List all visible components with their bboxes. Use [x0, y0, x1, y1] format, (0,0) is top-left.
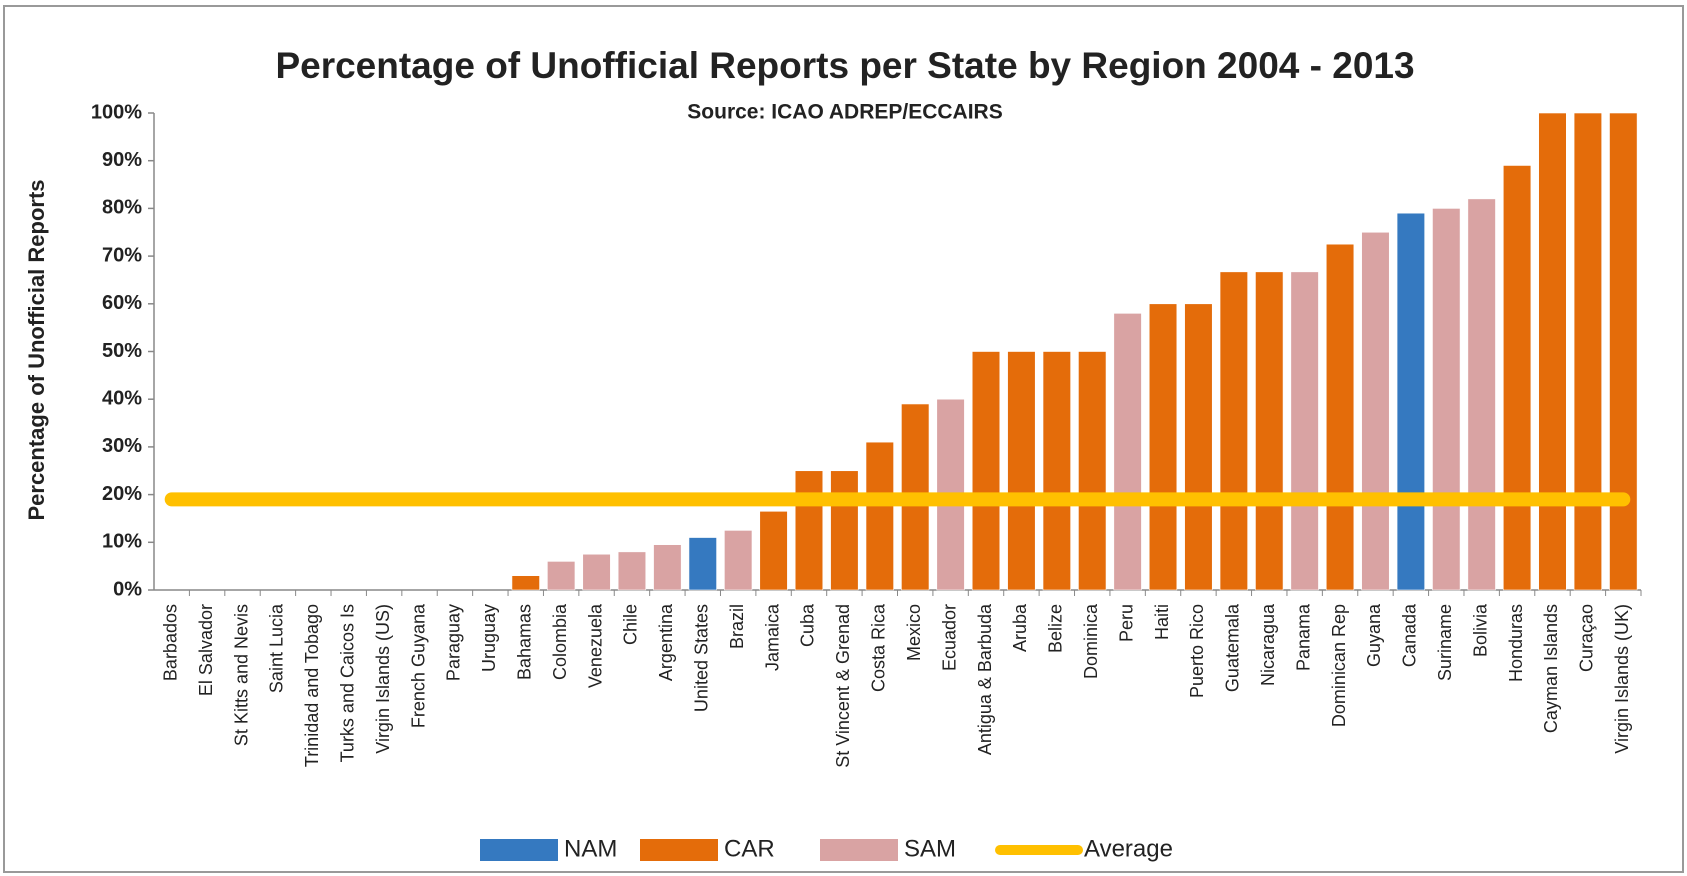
bar [653, 544, 682, 591]
bar [688, 537, 717, 591]
x-tick-label: Saint Lucia [267, 603, 287, 693]
x-tick-label: Guatemala [1223, 603, 1243, 692]
x-tick-label: Costa Rica [869, 603, 889, 692]
x-tick-label: Turks and Caicos Is [337, 604, 357, 762]
x-tick-label: Panama [1293, 603, 1313, 671]
bar [1467, 198, 1496, 591]
bar [759, 510, 788, 591]
x-tick-label: Haiti [1152, 604, 1172, 640]
x-tick-label: Nicaragua [1258, 603, 1278, 686]
y-tick-label: 80% [102, 197, 142, 219]
x-tick-label: Belize [1046, 604, 1066, 653]
bar [1573, 112, 1603, 591]
y-tick-label: 90% [102, 149, 142, 171]
x-tick-label: Antigua & Barbuda [975, 603, 995, 755]
x-tick-label: Jamaica [762, 603, 782, 671]
y-tick-label: 10% [102, 531, 142, 553]
bar [547, 561, 576, 591]
x-tick-label: Honduras [1506, 604, 1526, 682]
x-tick-label: Guyana [1364, 603, 1384, 667]
y-tick-label: 60% [102, 292, 142, 314]
legend-swatch [820, 839, 898, 861]
legend-label: Average [1084, 835, 1173, 862]
x-tick-label: Aruba [1010, 603, 1030, 652]
x-tick-label: Bolivia [1470, 603, 1490, 657]
x-tick-label: Cayman Islands [1541, 604, 1561, 733]
x-tick-label: St Vincent & Grenad [833, 604, 853, 768]
x-tick-label: El Salvador [196, 604, 216, 696]
y-tick-label: 50% [102, 340, 142, 362]
legend-swatch [480, 839, 558, 861]
bar [1290, 271, 1319, 591]
x-tick-label: Venezuela [585, 603, 605, 688]
bar [1396, 212, 1425, 591]
bar [794, 470, 824, 591]
legend-label: CAR [724, 835, 775, 862]
bar [1361, 231, 1390, 591]
bar [617, 551, 647, 591]
x-tick-label: Suriname [1435, 604, 1455, 681]
bar [865, 441, 894, 591]
bar [1113, 313, 1142, 591]
x-tick-label: Barbados [160, 604, 180, 681]
legend-label: NAM [564, 835, 617, 862]
x-tick-label: Virgin Islands (UK) [1612, 604, 1632, 754]
x-tick-label: Trinidad and Tobago [302, 604, 322, 767]
x-tick-label: St Kitts and Nevis [231, 604, 251, 746]
x-tick-label: Brazil [727, 604, 747, 649]
bar [1502, 165, 1532, 591]
bar [1078, 351, 1107, 591]
y-tick-label: 40% [102, 387, 142, 409]
bar [1432, 208, 1461, 591]
chart-subtitle: Source: ICAO ADREP/ECCAIRS [687, 101, 1002, 124]
x-tick-label: French Guyana [408, 603, 428, 728]
x-tick-label: Chile [621, 604, 641, 645]
x-tick-label: Ecuador [939, 604, 959, 671]
x-tick-label: Canada [1400, 603, 1420, 667]
bar [1042, 351, 1071, 591]
x-tick-label: Dominican Rep [1329, 604, 1349, 727]
x-tick-label: Argentina [656, 603, 676, 681]
bar [1255, 271, 1284, 591]
bar [1325, 243, 1355, 591]
bar [1609, 112, 1638, 591]
x-tick-label: Bahamas [515, 604, 535, 680]
legend-swatch [640, 839, 718, 861]
legend-label: SAM [904, 835, 956, 862]
x-tick-label: Colombia [550, 603, 570, 680]
bar [1184, 303, 1213, 591]
x-tick-label: United States [692, 604, 712, 712]
y-tick-label: 70% [102, 244, 142, 266]
bar [1219, 271, 1248, 591]
x-tick-label: Uruguay [479, 604, 499, 672]
x-tick-label: Mexico [904, 604, 924, 661]
chart-title: Percentage of Unofficial Reports per Sta… [275, 45, 1414, 86]
bar [1007, 351, 1036, 591]
y-tick-label: 0% [113, 578, 142, 600]
x-tick-label: Paraguay [444, 604, 464, 681]
y-tick-label: 20% [102, 483, 142, 505]
y-axis-label: Percentage of Unofficial Reports [24, 179, 49, 520]
bar [582, 553, 611, 591]
bar [511, 575, 540, 591]
bar [1148, 303, 1178, 591]
x-tick-label: Virgin Islands (US) [373, 604, 393, 754]
y-tick-label: 100% [91, 101, 142, 123]
bar [724, 530, 753, 591]
x-tick-label: Puerto Rico [1187, 604, 1207, 698]
x-tick-label: Cuba [798, 603, 818, 647]
bar [971, 351, 1001, 591]
bar [1538, 112, 1567, 591]
y-tick-label: 30% [102, 435, 142, 457]
bar [830, 470, 859, 591]
x-tick-label: Dominica [1081, 603, 1101, 679]
x-tick-label: Curaçao [1577, 604, 1597, 672]
x-tick-label: Peru [1116, 604, 1136, 642]
